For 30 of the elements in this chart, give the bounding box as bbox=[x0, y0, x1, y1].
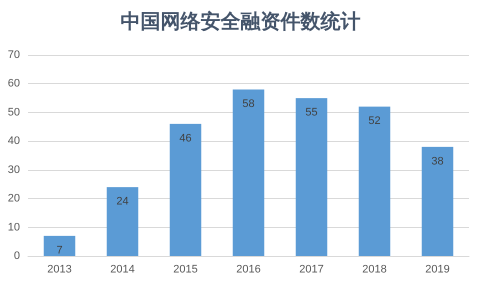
y-tick-label: 40 bbox=[8, 135, 20, 148]
bar bbox=[296, 98, 328, 256]
y-tick-label: 20 bbox=[8, 192, 20, 205]
bar bbox=[44, 236, 76, 256]
data-label: 52 bbox=[368, 115, 381, 128]
y-tick-label: 60 bbox=[8, 78, 20, 90]
data-label: 24 bbox=[116, 196, 129, 208]
data-label: 46 bbox=[179, 132, 192, 144]
x-tick-label: 2015 bbox=[173, 264, 198, 276]
x-tick-label: 2013 bbox=[47, 264, 72, 276]
y-tick-label: 10 bbox=[8, 221, 20, 234]
y-tick-label: 0 bbox=[14, 250, 20, 262]
data-label: 38 bbox=[431, 155, 444, 168]
bar bbox=[106, 187, 138, 256]
y-tick-label: 70 bbox=[8, 49, 20, 61]
x-tick-label: 2016 bbox=[236, 264, 261, 276]
data-label: 55 bbox=[305, 106, 318, 119]
y-tick-label: 50 bbox=[8, 106, 20, 118]
data-label: 58 bbox=[242, 98, 255, 110]
bar bbox=[232, 89, 264, 256]
bar bbox=[358, 106, 390, 256]
bar bbox=[422, 146, 454, 256]
x-tick-label: 2019 bbox=[425, 264, 450, 276]
bar bbox=[170, 124, 202, 256]
chart-title: 中国网络安全融资件数统计 bbox=[120, 9, 360, 33]
y-tick-label: 30 bbox=[8, 164, 20, 176]
x-tick-label: 2014 bbox=[110, 264, 135, 276]
x-tick-label: 2018 bbox=[362, 264, 387, 276]
data-label: 7 bbox=[56, 244, 63, 256]
x-tick-label: 2017 bbox=[299, 264, 324, 276]
